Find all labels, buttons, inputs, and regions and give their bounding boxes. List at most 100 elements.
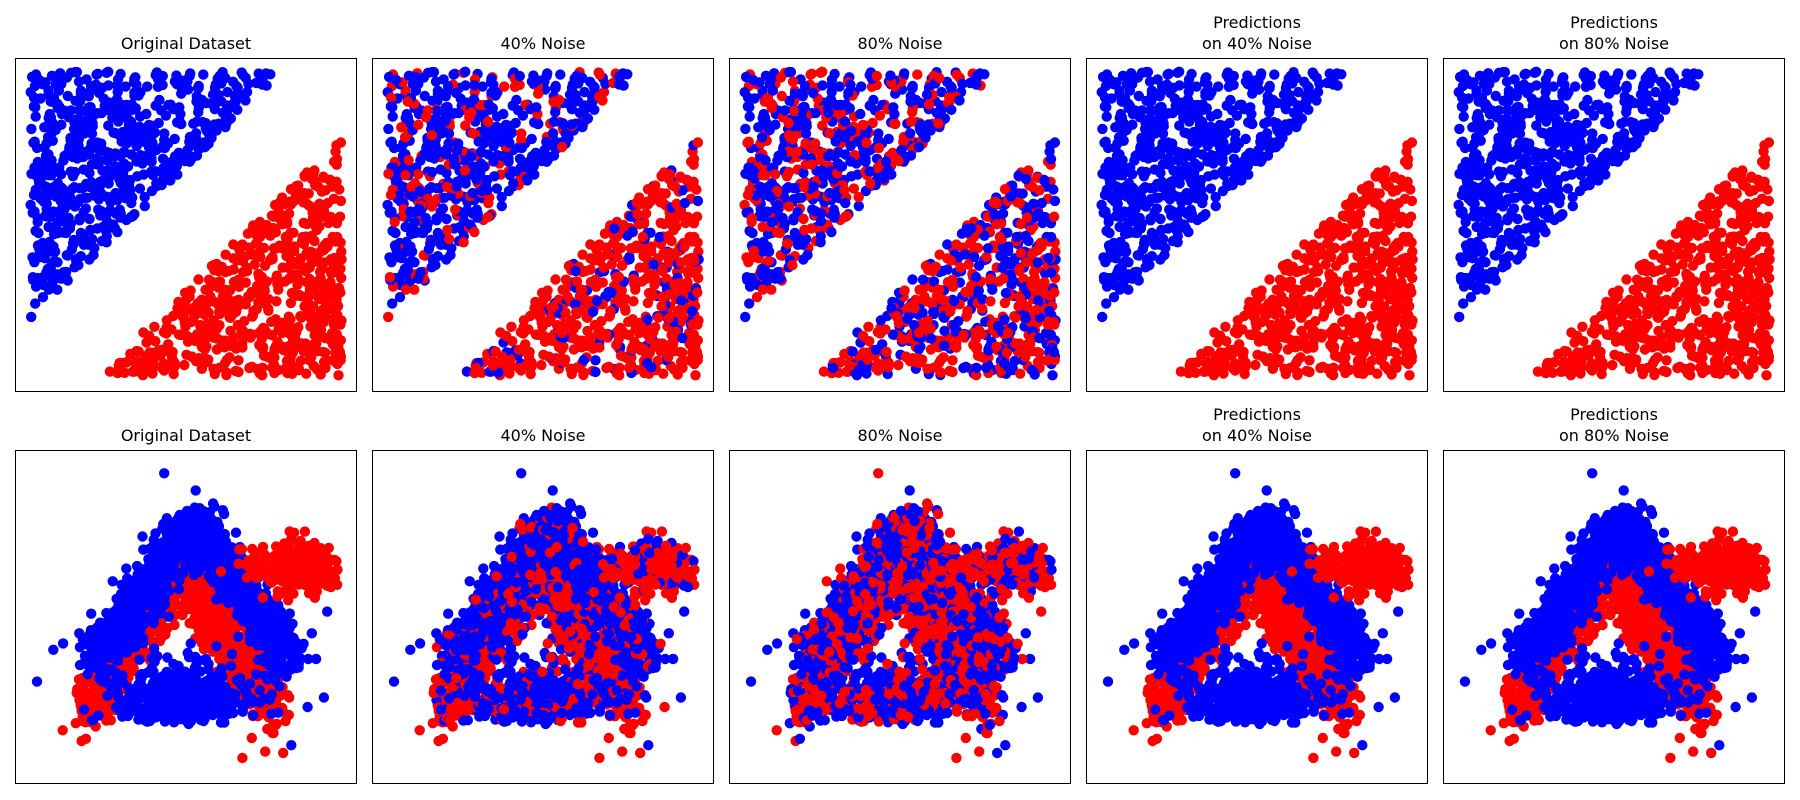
- scatter-point: [947, 355, 958, 366]
- scatter-point: [335, 319, 346, 330]
- scatter-point: [1097, 123, 1108, 135]
- scatter-point: [839, 211, 851, 223]
- scatter-point: [116, 136, 127, 147]
- scatter-point: [997, 208, 1009, 219]
- scatter-point: [654, 231, 665, 243]
- scatter-point: [829, 212, 840, 223]
- scatter-point: [968, 339, 979, 351]
- scatter-point: [657, 265, 668, 277]
- scatter-point: [999, 314, 1010, 325]
- scatter-point: [855, 108, 866, 120]
- scatter-point: [1129, 155, 1140, 166]
- scatter-point: [313, 364, 324, 376]
- scatter-point: [541, 136, 552, 148]
- scatter-point: [458, 215, 470, 227]
- scatter-point: [1214, 119, 1226, 131]
- scatter-point: [1321, 238, 1333, 249]
- scatter-point: [417, 227, 429, 239]
- scatter-point: [774, 227, 786, 239]
- scatter-point: [154, 94, 165, 106]
- scatter-point: [246, 286, 257, 298]
- scatter-point: [1256, 68, 1267, 79]
- scatter-point: [684, 355, 695, 366]
- scatter-point: [801, 234, 812, 245]
- scatter-point: [1146, 88, 1158, 99]
- scatter-point: [1338, 251, 1349, 263]
- scatter-point: [56, 273, 67, 284]
- scatter-point: [248, 305, 259, 317]
- scatter-point: [540, 334, 551, 345]
- scatter-point: [569, 299, 581, 310]
- scatter-point: [871, 70, 882, 82]
- scatter-point: [142, 81, 153, 92]
- scatter-point: [531, 102, 542, 113]
- scatter-point: [796, 192, 807, 203]
- scatter-point: [1015, 198, 1026, 209]
- scatter-point: [1230, 128, 1241, 139]
- scatter-point: [1157, 128, 1169, 139]
- scatter-point: [556, 141, 568, 153]
- scatter-point: [222, 105, 233, 116]
- scatter-point: [306, 313, 318, 324]
- scatter-point: [1127, 119, 1138, 130]
- scatter-point: [225, 340, 236, 351]
- scatter-point: [782, 238, 793, 249]
- scatter-point: [520, 360, 531, 371]
- scatter-point: [109, 107, 120, 118]
- scatter-point: [426, 130, 438, 141]
- scatter-point: [1240, 133, 1251, 145]
- scatter-point: [658, 247, 669, 259]
- scatter-point: [1155, 167, 1166, 179]
- scatter-point: [661, 273, 672, 285]
- scatter-point: [49, 246, 61, 257]
- scatter-point: [94, 181, 105, 192]
- scatter-point: [1200, 87, 1211, 98]
- scatter-point: [258, 350, 270, 361]
- scatter-point: [425, 238, 436, 249]
- scatter-point: [979, 230, 990, 241]
- scatter-point: [312, 279, 323, 290]
- scatter-point: [875, 315, 887, 326]
- scatter-point: [58, 155, 69, 166]
- scatter-point: [431, 105, 442, 117]
- scatter-point: [646, 362, 657, 373]
- scatter-point: [776, 90, 787, 102]
- scatter-point: [936, 86, 947, 98]
- scatter-point: [1205, 183, 1217, 194]
- scatter-point: [75, 88, 87, 99]
- scatter-point: [48, 206, 59, 217]
- scatter-point: [129, 87, 140, 98]
- scatter-point: [1174, 66, 1185, 77]
- scatter-point: [1196, 211, 1208, 223]
- scatter-point: [770, 273, 781, 284]
- scatter-point: [1154, 87, 1165, 99]
- scatter-point: [441, 167, 452, 179]
- scatter-point: [787, 259, 798, 271]
- scatter-point: [757, 170, 768, 181]
- scatter-point: [945, 81, 956, 92]
- scatter-point: [382, 199, 393, 211]
- scatter-point: [27, 272, 39, 283]
- scatter-point: [486, 87, 497, 98]
- scatter-point: [1262, 150, 1274, 161]
- scatter-point: [1101, 298, 1112, 309]
- scatter-point: [585, 264, 596, 275]
- scatter-point: [690, 370, 701, 381]
- scatter-point: [542, 285, 553, 296]
- scatter-point: [1299, 264, 1310, 275]
- scatter-point: [905, 116, 917, 127]
- scatter-point: [976, 328, 988, 340]
- scatter-point: [757, 270, 768, 281]
- scatter-point: [228, 276, 240, 288]
- scatter-point: [648, 191, 660, 202]
- scatter-point: [1228, 70, 1239, 82]
- scatter-point: [1372, 198, 1383, 209]
- scatter-point: [923, 119, 934, 130]
- scatter-point: [231, 81, 242, 92]
- scatter-point: [788, 105, 799, 117]
- scatter-point: [163, 360, 174, 371]
- scatter-point: [594, 239, 605, 250]
- scatter-point: [453, 107, 464, 119]
- scatter-point: [26, 123, 37, 135]
- scatter-point: [158, 163, 169, 174]
